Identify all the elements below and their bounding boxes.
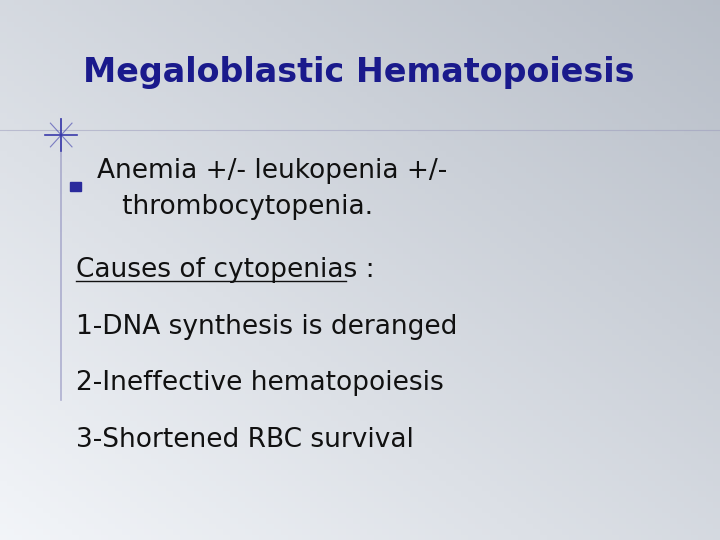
Text: Causes of cytopenias :: Causes of cytopenias :	[76, 257, 374, 283]
Text: 2-Ineffective hematopoiesis: 2-Ineffective hematopoiesis	[76, 370, 444, 396]
Text: 3-Shortened RBC survival: 3-Shortened RBC survival	[76, 427, 413, 453]
Text: Megaloblastic Hematopoiesis: Megaloblastic Hematopoiesis	[83, 56, 634, 90]
Bar	[70, 182, 81, 191]
Text: thrombocytopenia.: thrombocytopenia.	[97, 194, 374, 220]
Text: Anemia +/- leukopenia +/-: Anemia +/- leukopenia +/-	[97, 158, 447, 184]
Text: 1-DNA synthesis is deranged: 1-DNA synthesis is deranged	[76, 314, 457, 340]
